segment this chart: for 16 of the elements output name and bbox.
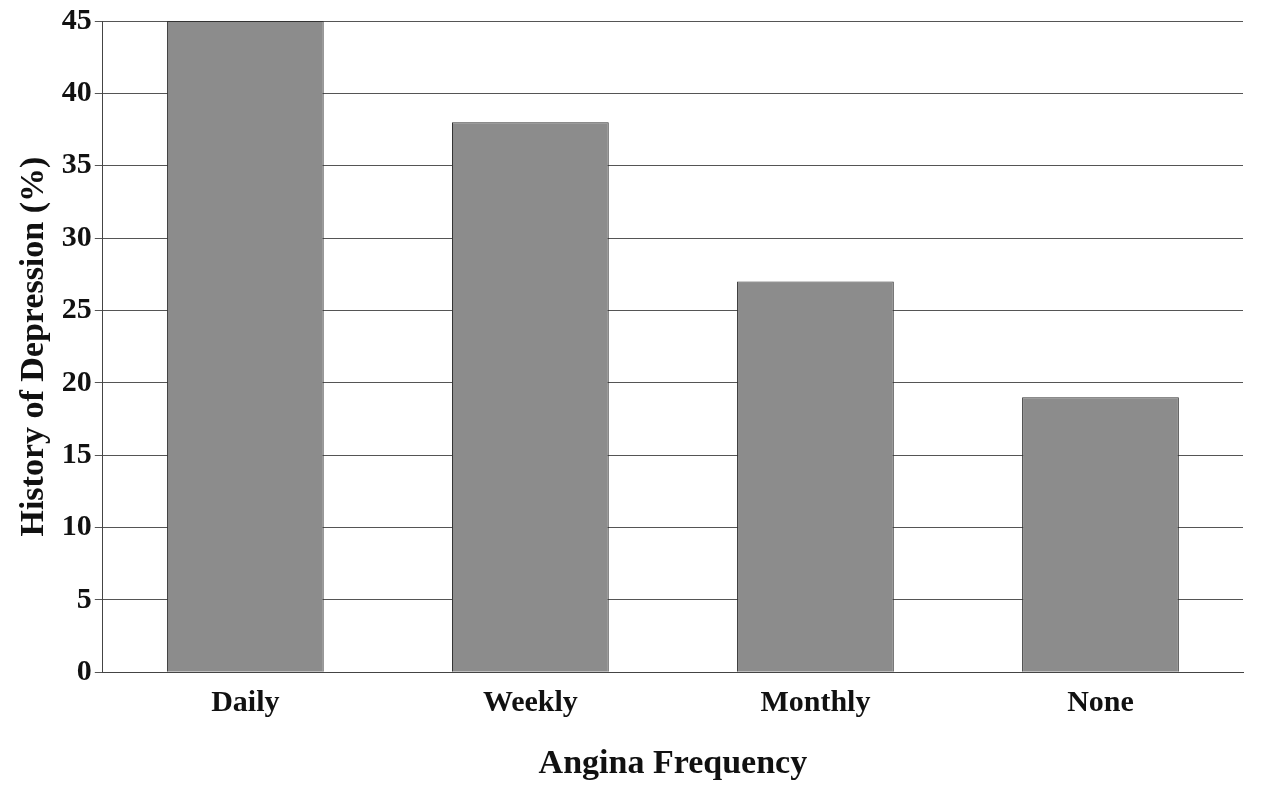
x-tick-label: Daily	[211, 683, 280, 717]
x-tick-label: Monthly	[760, 683, 871, 717]
y-tick-label: 25	[61, 291, 92, 325]
x-tick-label: Weekly	[482, 683, 578, 717]
y-tick-label: 15	[61, 435, 92, 469]
y-tick-label: 5	[76, 580, 92, 614]
x-tick-label: None	[1067, 683, 1134, 717]
x-axis-title: Angina Frequency	[538, 743, 808, 781]
y-tick-label: 45	[61, 1, 92, 35]
y-tick-label: 40	[61, 74, 92, 108]
y-tick-label: 30	[61, 218, 92, 252]
y-axis-title: History of Depression (%)	[13, 156, 52, 537]
y-tick-label: 20	[61, 363, 92, 397]
y-tick-label: 10	[61, 508, 92, 542]
y-tick-label: 0	[76, 652, 92, 686]
y-tick-label: 35	[61, 146, 92, 180]
